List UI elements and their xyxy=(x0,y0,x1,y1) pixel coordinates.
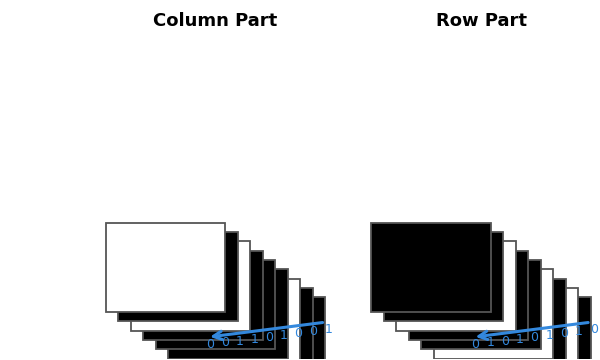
Text: 1: 1 xyxy=(516,333,524,346)
Text: 0: 0 xyxy=(206,338,214,351)
Bar xyxy=(371,223,491,312)
Bar xyxy=(206,297,325,360)
Bar xyxy=(118,232,238,321)
Text: 0: 0 xyxy=(590,323,598,336)
Bar xyxy=(397,242,516,331)
Bar xyxy=(156,260,275,349)
Bar xyxy=(194,288,313,360)
Text: 0: 0 xyxy=(501,334,509,348)
Text: 0: 0 xyxy=(221,337,229,350)
Bar xyxy=(472,297,591,360)
Text: 0: 0 xyxy=(472,338,479,351)
Text: 1: 1 xyxy=(575,325,583,338)
Bar xyxy=(143,251,263,340)
Bar xyxy=(421,260,541,349)
Text: 1: 1 xyxy=(545,329,553,342)
Text: 1: 1 xyxy=(280,329,288,342)
Bar xyxy=(434,269,553,359)
Text: 0: 0 xyxy=(310,325,317,338)
Bar xyxy=(459,288,578,360)
Text: 1: 1 xyxy=(236,334,244,348)
Text: 1: 1 xyxy=(250,333,258,346)
Bar xyxy=(169,269,288,359)
Text: 0: 0 xyxy=(265,331,273,344)
Bar xyxy=(409,251,528,340)
Text: 1: 1 xyxy=(324,323,332,336)
Text: Row Part: Row Part xyxy=(436,12,527,30)
Bar xyxy=(106,223,225,312)
Bar xyxy=(181,279,301,360)
Bar xyxy=(131,242,250,331)
Bar xyxy=(384,232,503,321)
Text: Column Part: Column Part xyxy=(154,12,278,30)
Bar xyxy=(446,279,566,360)
Text: 0: 0 xyxy=(295,327,302,340)
Text: 0: 0 xyxy=(560,327,568,340)
Text: 1: 1 xyxy=(487,337,494,350)
Text: 0: 0 xyxy=(530,331,539,344)
